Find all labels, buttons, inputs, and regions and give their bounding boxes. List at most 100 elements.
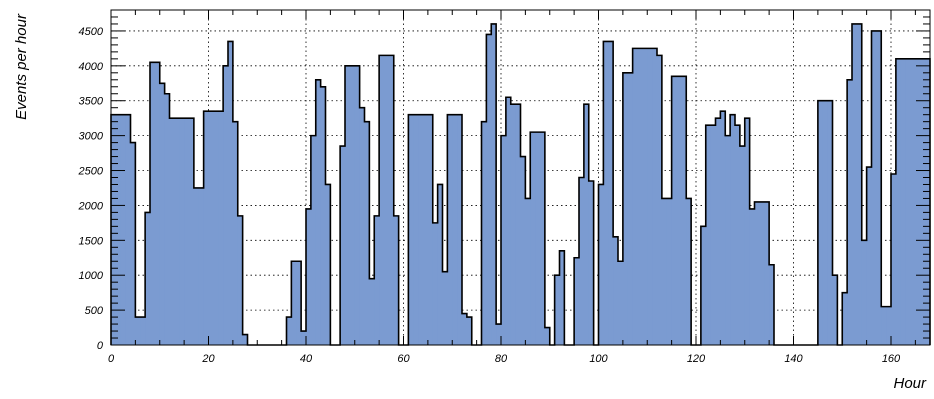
y-tick-label: 1000 bbox=[79, 270, 104, 282]
histogram-bar bbox=[842, 292, 848, 345]
histogram-bar bbox=[374, 215, 380, 345]
histogram-bar bbox=[622, 72, 629, 345]
histogram-bar bbox=[852, 23, 858, 345]
histogram-bar bbox=[198, 187, 205, 345]
histogram-bar bbox=[515, 104, 521, 345]
histogram-bar bbox=[418, 114, 424, 345]
histogram-bar bbox=[905, 58, 911, 346]
histogram-bar bbox=[579, 177, 585, 345]
histogram-bar bbox=[218, 111, 224, 346]
histogram-bar bbox=[140, 317, 146, 345]
histogram-bar bbox=[452, 114, 458, 345]
histogram-bar bbox=[379, 55, 385, 345]
histogram-bar bbox=[505, 97, 512, 345]
histogram-bar bbox=[232, 121, 239, 346]
histogram-bar bbox=[817, 100, 824, 346]
histogram-bar bbox=[920, 58, 926, 346]
histogram-bar bbox=[437, 184, 443, 345]
histogram-bar bbox=[866, 167, 872, 345]
histogram-bar bbox=[208, 111, 214, 346]
histogram-bar bbox=[744, 118, 751, 345]
histogram-bar bbox=[661, 198, 668, 345]
histogram-bar bbox=[130, 142, 136, 345]
histogram-bar bbox=[423, 114, 429, 345]
histogram-bar bbox=[749, 208, 755, 345]
histogram-bar bbox=[627, 72, 634, 345]
histogram-bar bbox=[876, 30, 882, 345]
histogram-bar bbox=[642, 48, 648, 346]
histogram-bar bbox=[603, 41, 609, 345]
histogram-bar bbox=[486, 34, 492, 345]
histogram-bar bbox=[735, 125, 741, 345]
histogram-bar bbox=[730, 114, 736, 345]
histogram-bar bbox=[413, 114, 419, 345]
histogram-bar bbox=[705, 125, 712, 345]
histogram-bar bbox=[822, 100, 829, 346]
histogram-bar bbox=[647, 48, 653, 346]
histogram-bar bbox=[652, 48, 658, 346]
histogram-bar bbox=[554, 275, 560, 345]
histogram-bar bbox=[223, 65, 229, 345]
histogram-bar bbox=[588, 180, 595, 345]
histogram-bar bbox=[491, 23, 497, 345]
histogram-bar bbox=[315, 79, 322, 346]
histogram-bar bbox=[466, 317, 473, 345]
histogram-bar bbox=[900, 58, 907, 346]
histogram-bar bbox=[583, 104, 590, 345]
histogram-bar bbox=[193, 187, 200, 345]
histogram-bar bbox=[427, 114, 434, 345]
histogram-bar bbox=[286, 317, 292, 345]
histogram-bar bbox=[637, 48, 643, 346]
histogram-bar bbox=[681, 76, 687, 345]
histogram-bar bbox=[613, 236, 619, 345]
x-tick-label: 80 bbox=[495, 353, 508, 365]
y-axis-title: Events per hour bbox=[13, 13, 30, 120]
histogram-bar bbox=[111, 114, 117, 345]
y-tick-label: 500 bbox=[85, 305, 104, 317]
histogram-bar bbox=[150, 62, 156, 345]
histogram-bar bbox=[496, 324, 502, 345]
histogram-bar bbox=[700, 226, 707, 345]
histogram-bar bbox=[861, 240, 868, 345]
histogram-bar bbox=[364, 121, 370, 346]
x-tick-label: 60 bbox=[397, 353, 410, 365]
histogram-bar bbox=[608, 41, 614, 345]
histogram-bar bbox=[203, 111, 209, 346]
histogram-bar bbox=[501, 135, 507, 345]
histogram-bar bbox=[618, 261, 624, 345]
histogram-bar bbox=[325, 184, 331, 345]
y-tick-label: 0 bbox=[97, 340, 104, 352]
histogram-bar bbox=[120, 114, 127, 345]
histogram-bar bbox=[242, 334, 248, 345]
histogram-bar bbox=[169, 118, 175, 345]
histogram-bar bbox=[871, 30, 877, 345]
histogram-bar bbox=[847, 79, 853, 346]
histogram-bar bbox=[291, 261, 297, 345]
histogram-bar bbox=[164, 93, 170, 345]
histogram-bar bbox=[676, 76, 682, 345]
histogram-bar bbox=[910, 58, 916, 346]
histogram-bar bbox=[686, 198, 692, 345]
histogram-bar bbox=[915, 58, 921, 346]
histogram-bar bbox=[715, 118, 721, 345]
histogram-bar bbox=[354, 65, 361, 345]
histogram-bar bbox=[345, 65, 351, 345]
histogram-bar bbox=[754, 201, 760, 345]
histogram-bar bbox=[671, 76, 677, 345]
x-tick-label: 100 bbox=[589, 353, 608, 365]
histogram-bar bbox=[510, 104, 517, 345]
histogram-bar bbox=[237, 215, 244, 345]
histogram-bar bbox=[174, 118, 180, 345]
histogram-bar bbox=[540, 132, 546, 345]
histogram-bar bbox=[189, 118, 195, 345]
histogram-bar bbox=[769, 264, 775, 345]
histogram-bar bbox=[739, 146, 746, 345]
histogram-bar bbox=[598, 184, 604, 345]
histogram-bar bbox=[725, 135, 731, 345]
histogram-bar bbox=[895, 58, 902, 346]
histogram-bar bbox=[574, 257, 580, 345]
histogram-bar bbox=[432, 222, 439, 345]
histogram-bar bbox=[135, 317, 141, 345]
